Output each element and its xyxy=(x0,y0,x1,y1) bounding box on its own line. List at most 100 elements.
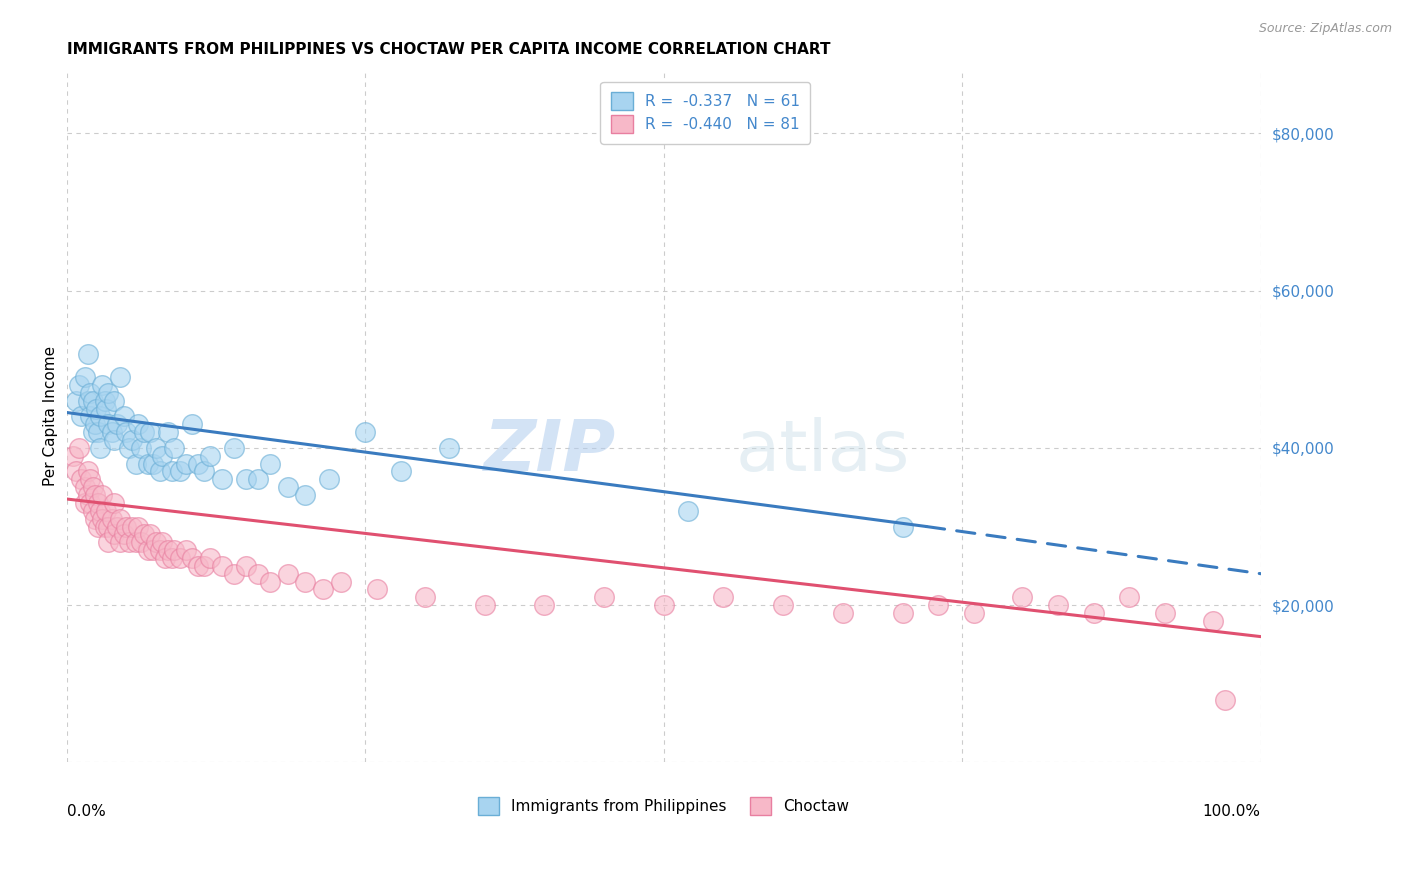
Point xyxy=(294,488,316,502)
Point xyxy=(160,465,183,479)
Point xyxy=(73,480,96,494)
Text: 100.0%: 100.0% xyxy=(1202,804,1261,819)
Point xyxy=(101,425,124,439)
Point xyxy=(77,488,100,502)
Point xyxy=(593,591,616,605)
Point xyxy=(97,417,120,432)
Point xyxy=(149,543,172,558)
Point xyxy=(153,551,176,566)
Y-axis label: Per Capita Income: Per Capita Income xyxy=(44,346,58,486)
Point xyxy=(129,535,152,549)
Point xyxy=(222,566,245,581)
Point xyxy=(169,551,191,566)
Point xyxy=(84,417,107,432)
Point xyxy=(67,378,90,392)
Point xyxy=(246,472,269,486)
Point xyxy=(891,519,914,533)
Point xyxy=(110,535,132,549)
Point xyxy=(103,433,125,447)
Point xyxy=(79,409,101,424)
Point xyxy=(97,535,120,549)
Point xyxy=(94,393,117,408)
Point xyxy=(235,558,257,573)
Point xyxy=(198,449,221,463)
Point xyxy=(713,591,735,605)
Point xyxy=(86,519,108,533)
Point xyxy=(174,543,197,558)
Point xyxy=(222,441,245,455)
Point xyxy=(127,519,149,533)
Point xyxy=(312,582,335,597)
Point xyxy=(121,433,143,447)
Point xyxy=(103,393,125,408)
Point xyxy=(276,480,298,494)
Point xyxy=(193,465,215,479)
Point xyxy=(127,417,149,432)
Text: atlas: atlas xyxy=(735,417,910,485)
Point xyxy=(437,441,460,455)
Point xyxy=(413,591,436,605)
Point xyxy=(101,511,124,525)
Point xyxy=(79,385,101,400)
Point xyxy=(94,401,117,416)
Point xyxy=(891,606,914,620)
Point xyxy=(149,465,172,479)
Point xyxy=(157,425,180,439)
Point xyxy=(193,558,215,573)
Legend: Immigrants from Philippines, Choctaw: Immigrants from Philippines, Choctaw xyxy=(468,788,859,824)
Point xyxy=(134,527,156,541)
Point xyxy=(77,346,100,360)
Point xyxy=(181,417,204,432)
Point xyxy=(129,441,152,455)
Point xyxy=(77,393,100,408)
Point xyxy=(77,465,100,479)
Point xyxy=(118,535,141,549)
Point xyxy=(65,393,87,408)
Point xyxy=(136,543,159,558)
Point xyxy=(125,535,148,549)
Point xyxy=(160,551,183,566)
Point xyxy=(927,598,949,612)
Point xyxy=(86,425,108,439)
Point xyxy=(89,409,111,424)
Point xyxy=(82,425,104,439)
Point xyxy=(259,457,281,471)
Point xyxy=(94,519,117,533)
Point xyxy=(676,504,699,518)
Point xyxy=(163,543,186,558)
Point xyxy=(772,598,794,612)
Point xyxy=(82,504,104,518)
Point xyxy=(652,598,675,612)
Point xyxy=(94,504,117,518)
Point xyxy=(533,598,555,612)
Point xyxy=(134,425,156,439)
Point xyxy=(150,449,173,463)
Point xyxy=(150,535,173,549)
Point xyxy=(67,441,90,455)
Point xyxy=(1154,606,1177,620)
Point xyxy=(79,472,101,486)
Point xyxy=(1202,614,1225,628)
Point xyxy=(89,504,111,518)
Point xyxy=(91,488,114,502)
Point xyxy=(235,472,257,486)
Text: ZIP: ZIP xyxy=(484,417,616,485)
Point xyxy=(246,566,269,581)
Point xyxy=(121,519,143,533)
Point xyxy=(187,558,209,573)
Point xyxy=(91,511,114,525)
Point xyxy=(86,401,108,416)
Point xyxy=(831,606,853,620)
Point xyxy=(86,496,108,510)
Point xyxy=(163,441,186,455)
Point xyxy=(97,385,120,400)
Point xyxy=(963,606,986,620)
Point xyxy=(181,551,204,566)
Point xyxy=(70,409,93,424)
Point xyxy=(73,370,96,384)
Point xyxy=(145,441,167,455)
Point xyxy=(211,472,233,486)
Point xyxy=(366,582,388,597)
Point xyxy=(62,449,84,463)
Point xyxy=(187,457,209,471)
